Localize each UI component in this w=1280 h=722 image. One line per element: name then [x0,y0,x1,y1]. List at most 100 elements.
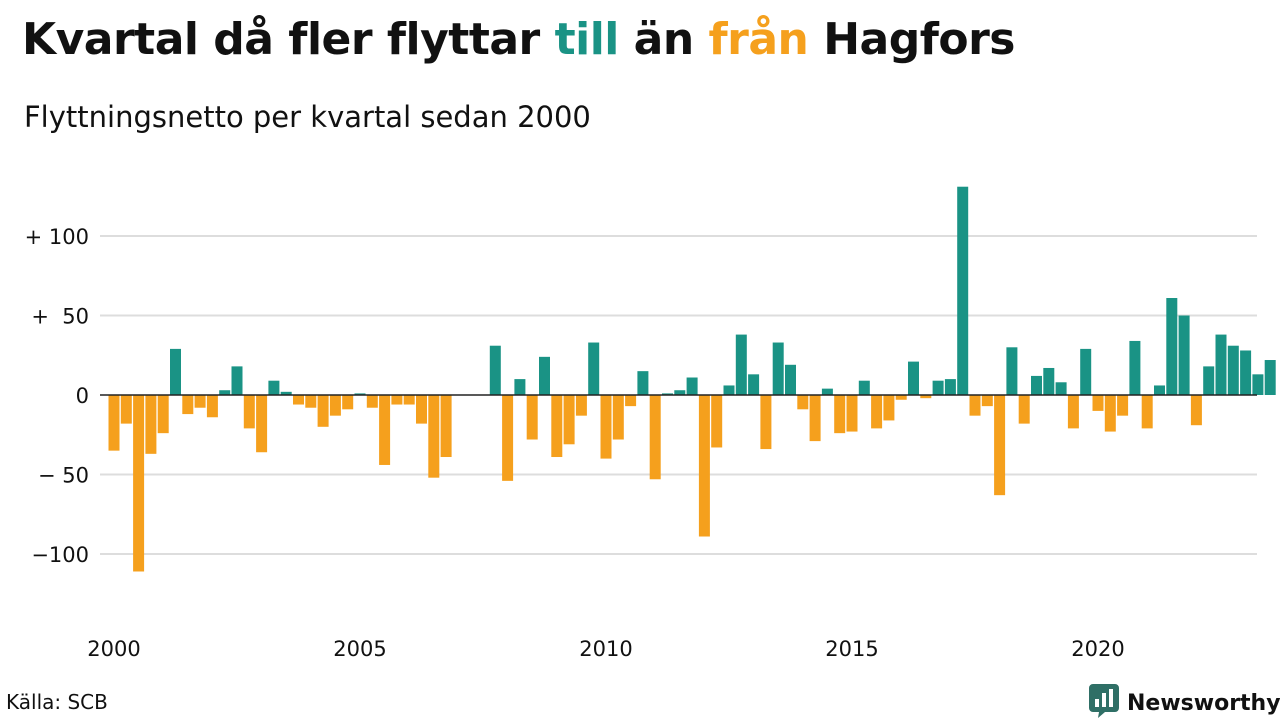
bar [1264,360,1276,395]
bar [1240,350,1252,395]
bar [895,395,907,400]
bar [551,395,563,458]
bar [772,342,784,395]
bar [182,395,194,415]
bar [1178,315,1190,395]
bar [416,395,427,424]
bar [120,395,132,424]
bar [1141,395,1153,429]
bar [625,395,637,407]
bar [1227,345,1239,395]
bar [969,395,981,416]
bar [871,395,883,429]
brand-logo: Newsworthy [1089,684,1280,722]
bar [1215,334,1227,395]
bar [809,395,821,442]
bar [268,380,280,395]
bar [280,391,292,395]
y-tick-label: − 50 [38,464,89,488]
bar [1067,395,1079,429]
bar [588,342,600,395]
chart-subtitle: Flyttningsnetto per kvartal sedan 2000 [24,100,591,134]
bar [440,395,452,458]
bar [994,395,1006,496]
bar [735,334,747,395]
bar [834,395,846,434]
bars [108,186,1276,572]
bar [1129,340,1141,395]
bar [563,395,575,445]
bar [698,395,710,537]
bar [354,393,366,395]
title-part-3: Hagfors [808,14,1015,65]
bar [932,380,944,395]
bar [526,395,538,440]
bar [108,395,120,451]
title-part-1: Kvartal då fler flyttar [22,14,555,65]
bar [219,390,231,395]
bar [428,395,440,478]
bar [1252,374,1264,395]
bar [760,395,772,450]
bar [170,348,181,395]
bar [944,379,956,395]
x-tick-label: 2005 [333,637,386,661]
bar [908,361,919,395]
x-tick-label: 2020 [1071,637,1124,661]
bar-chart: + 100 + 50 0 − 50 −100 2000 2005 2010 2015 2020 [25,186,1276,661]
bar [686,377,698,395]
bar [662,393,673,395]
bar [1018,395,1030,424]
bar [612,395,624,440]
y-axis-labels: + 100 + 50 0 − 50 −100 [25,225,89,567]
bar [157,395,169,434]
bar [649,395,661,480]
bar [539,356,550,395]
bar [785,364,796,395]
gridlines [100,235,1257,555]
chart-title: Kvartal då fler flyttar till än från Hag… [22,14,1015,65]
bar [1080,348,1092,395]
bar [502,395,514,481]
bar [342,395,354,410]
brand-name: Newsworthy [1127,690,1280,716]
bar [293,395,304,405]
bar [846,395,858,432]
bar [1154,385,1165,395]
y-tick-label: 0 [76,384,89,408]
bar [317,395,329,427]
title-highlight-till: till [554,14,620,65]
x-tick-label: 2015 [825,637,878,661]
bar [858,380,870,395]
bar [1166,298,1178,395]
bar [600,395,612,459]
bar [575,395,587,416]
bar [821,388,833,395]
bar [1043,367,1055,395]
bar [379,395,391,465]
bar [206,395,218,418]
bar [243,395,255,429]
bar [133,395,145,572]
bar [305,395,317,408]
bar [797,395,809,410]
x-tick-label: 2010 [579,637,632,661]
source-note: Källa: SCB [6,690,108,714]
bar [957,186,969,395]
x-tick-label: 2000 [87,637,140,661]
x-axis-labels: 2000 2005 2010 2015 2020 [87,637,1124,661]
title-part-2: än [618,14,709,65]
bar [194,395,206,408]
bar [329,395,341,416]
y-tick-label: −100 [31,543,89,567]
bar [514,379,526,395]
bar [391,395,403,405]
bar [1117,395,1129,416]
bar [1104,395,1116,432]
bar [711,395,723,448]
bar [231,366,243,395]
bar [145,395,157,454]
y-tick-label: + 50 [31,305,89,329]
y-tick-label: + 100 [25,225,89,249]
bar [403,395,415,405]
